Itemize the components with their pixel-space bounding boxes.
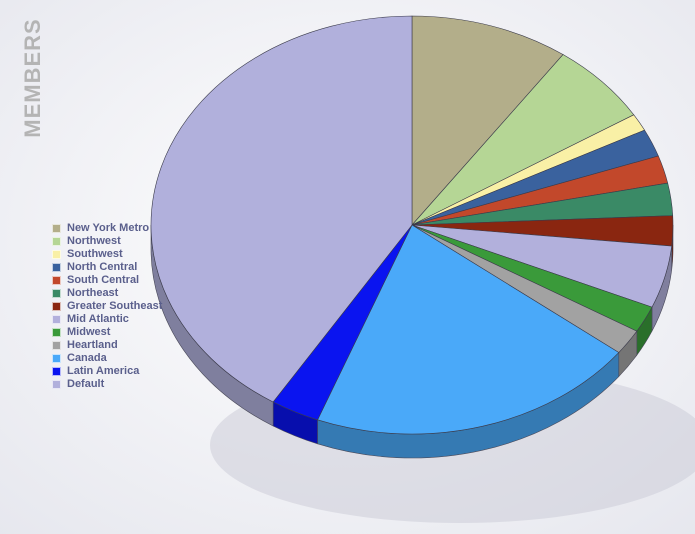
legend-item-canada: Canada (52, 352, 162, 365)
legend-swatch (52, 328, 61, 337)
legend-swatch (52, 302, 61, 311)
legend-label: Canada (67, 352, 107, 364)
legend-item-northwest: Northwest (52, 235, 162, 248)
legend-label: Greater Southeast (67, 300, 163, 312)
legend-swatch (52, 380, 61, 389)
pie-slice-default (150, 15, 413, 403)
legend-label: North Central (67, 261, 138, 273)
legend-item-heartland: Heartland (52, 339, 162, 352)
legend-label: New York Metro (67, 222, 150, 234)
legend-item-default: Default (52, 378, 162, 391)
legend-item-south-central: South Central (52, 274, 162, 287)
legend-item-midwest: Midwest (52, 326, 162, 339)
legend-label: Southwest (67, 248, 123, 260)
legend-swatch (52, 354, 61, 363)
legend-item-north-central: North Central (52, 261, 162, 274)
legend-label: Northwest (67, 235, 121, 247)
legend-label: Default (67, 378, 105, 390)
legend-swatch (52, 250, 61, 259)
legend-swatch (52, 315, 61, 324)
legend-label: South Central (67, 274, 140, 286)
legend-label: Heartland (67, 339, 118, 351)
legend-item-latin-america: Latin America (52, 365, 162, 378)
pie-slice-new-york-metro (411, 15, 564, 226)
legend-swatch (52, 367, 61, 376)
legend-item-northeast: Northeast (52, 287, 162, 300)
legend-label: Midwest (67, 326, 111, 338)
legend-label: Northeast (67, 287, 119, 299)
legend: New York Metro Northwest Southwest North Ce… (52, 222, 162, 391)
legend-item-new-york-metro: New York Metro (52, 222, 162, 235)
legend-swatch (52, 276, 61, 285)
pie-slice-canada (317, 224, 620, 435)
legend-swatch (52, 224, 61, 233)
legend-swatch (52, 289, 61, 298)
legend-label: Mid Atlantic (67, 313, 129, 325)
legend-swatch (52, 237, 61, 246)
legend-swatch (52, 263, 61, 272)
legend-label: Latin America (67, 365, 140, 377)
legend-swatch (52, 341, 61, 350)
legend-item-greater-southeast: Greater Southeast (52, 300, 162, 313)
legend-item-mid-atlantic: Mid Atlantic (52, 313, 162, 326)
legend-item-southwest: Southwest (52, 248, 162, 261)
